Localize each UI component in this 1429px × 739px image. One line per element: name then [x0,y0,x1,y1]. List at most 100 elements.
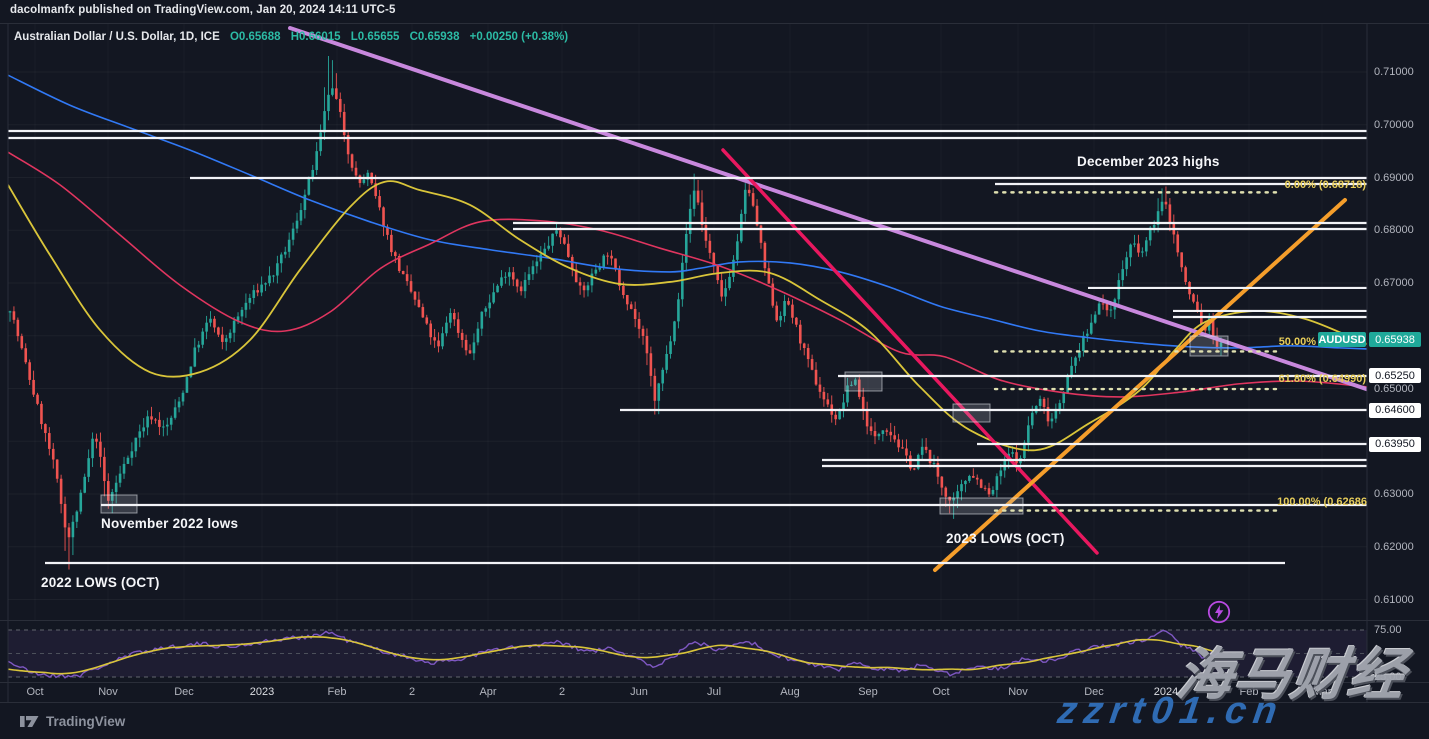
candle-body [1011,452,1014,454]
candle-body [67,527,71,538]
candle-body [32,379,35,395]
annotation-text: 2022 LOWS (OCT) [41,575,160,590]
candle-body [688,208,692,234]
uptrend-orange[interactable] [933,198,1347,573]
candle-body [484,308,488,312]
candle-body [445,322,448,334]
candle-body [48,433,51,449]
candle-body [488,302,491,309]
candle-body [346,135,350,155]
candle-body [12,311,16,320]
zone-box[interactable] [1189,335,1229,357]
candle-body [1027,425,1030,443]
candle-body [87,458,90,477]
price-line-badge: 0.63950 [1369,436,1421,452]
candle-body [594,269,598,274]
candle-body [256,290,260,293]
time-tick-label: Feb [327,686,347,698]
candle-body [83,476,87,493]
candle-body [79,492,83,512]
candle-body [394,252,397,256]
candle-body [578,282,582,286]
candle-body [555,230,558,234]
candle-body [775,305,779,321]
downtrend-crimson[interactable] [721,148,1099,555]
candle-body [1097,303,1101,315]
candle-body [865,410,869,427]
ma-blue[interactable] [8,74,1367,350]
candle-body [1062,392,1066,404]
candle-body [460,332,464,340]
candle-body [1070,365,1073,377]
candle-body [189,366,193,378]
candle-body [378,196,381,208]
candle-body [539,254,543,262]
candle-body [924,446,928,450]
price-pane[interactable] [8,24,1429,620]
candle-body [476,328,480,343]
candle-body [162,426,165,428]
candle-body [559,230,562,238]
candle-body [279,254,283,264]
candle-body [999,470,1003,477]
candle-body [63,503,67,528]
time-tick-label: Oct [932,686,950,698]
zone-box[interactable] [844,371,883,392]
time-tick-label: Dec [174,686,194,698]
candle-body [515,279,519,287]
candle-body [995,476,999,490]
candle-body [940,476,944,488]
candle-body [500,277,503,286]
candle-body [885,430,889,432]
candle-body [822,391,826,400]
ohlc-low: L0.65655 [350,31,400,43]
candle-body [185,377,189,393]
tradingview-logo[interactable]: TradingView [20,714,125,729]
candle-body [563,237,566,244]
candle-body [1105,303,1109,311]
zone-box[interactable] [952,403,991,423]
candle-body [519,286,523,292]
candle-body [1164,201,1168,205]
candle-body [138,431,142,438]
candle-body [331,88,334,95]
ma-pink[interactable] [8,151,1367,398]
candle-body [629,304,633,309]
candle-body [645,335,649,354]
candle-body [861,396,865,411]
rsi-ma-line[interactable] [8,635,1215,675]
candle-body [944,487,948,497]
candle-body [1219,342,1223,348]
rsi-pane[interactable] [8,629,1367,679]
candle-body [795,317,798,325]
candle-body [1211,318,1215,337]
time-tick-label: Nov [1008,686,1028,698]
candle-body [1192,294,1195,302]
candle-body [677,299,680,322]
candle-body [649,353,653,376]
candle-body [535,261,539,267]
ma-yellow[interactable] [8,180,1367,452]
candle-body [272,275,275,277]
candle-body [362,179,366,183]
candle-body [798,324,802,344]
candle-body [586,285,590,291]
candle-body [409,281,413,292]
candle-body [1137,243,1140,253]
candle-body [71,521,75,538]
candle-body [747,189,751,194]
candle-body [543,248,547,255]
candle-body [24,348,28,363]
candle-body [1180,252,1183,268]
price-tick-label: 0.61000 [1374,593,1414,606]
candle-body [264,283,267,285]
downtrend-violet[interactable] [288,26,1429,410]
time-tick-label: 2 [558,686,566,698]
candle-body [397,255,401,271]
boost-flash-icon[interactable] [1206,599,1232,625]
candle-body [1117,280,1121,300]
ohlc-change: +0.00250 (+0.38%) [469,31,569,43]
candle-body [1168,204,1172,223]
candle-body [850,384,853,386]
